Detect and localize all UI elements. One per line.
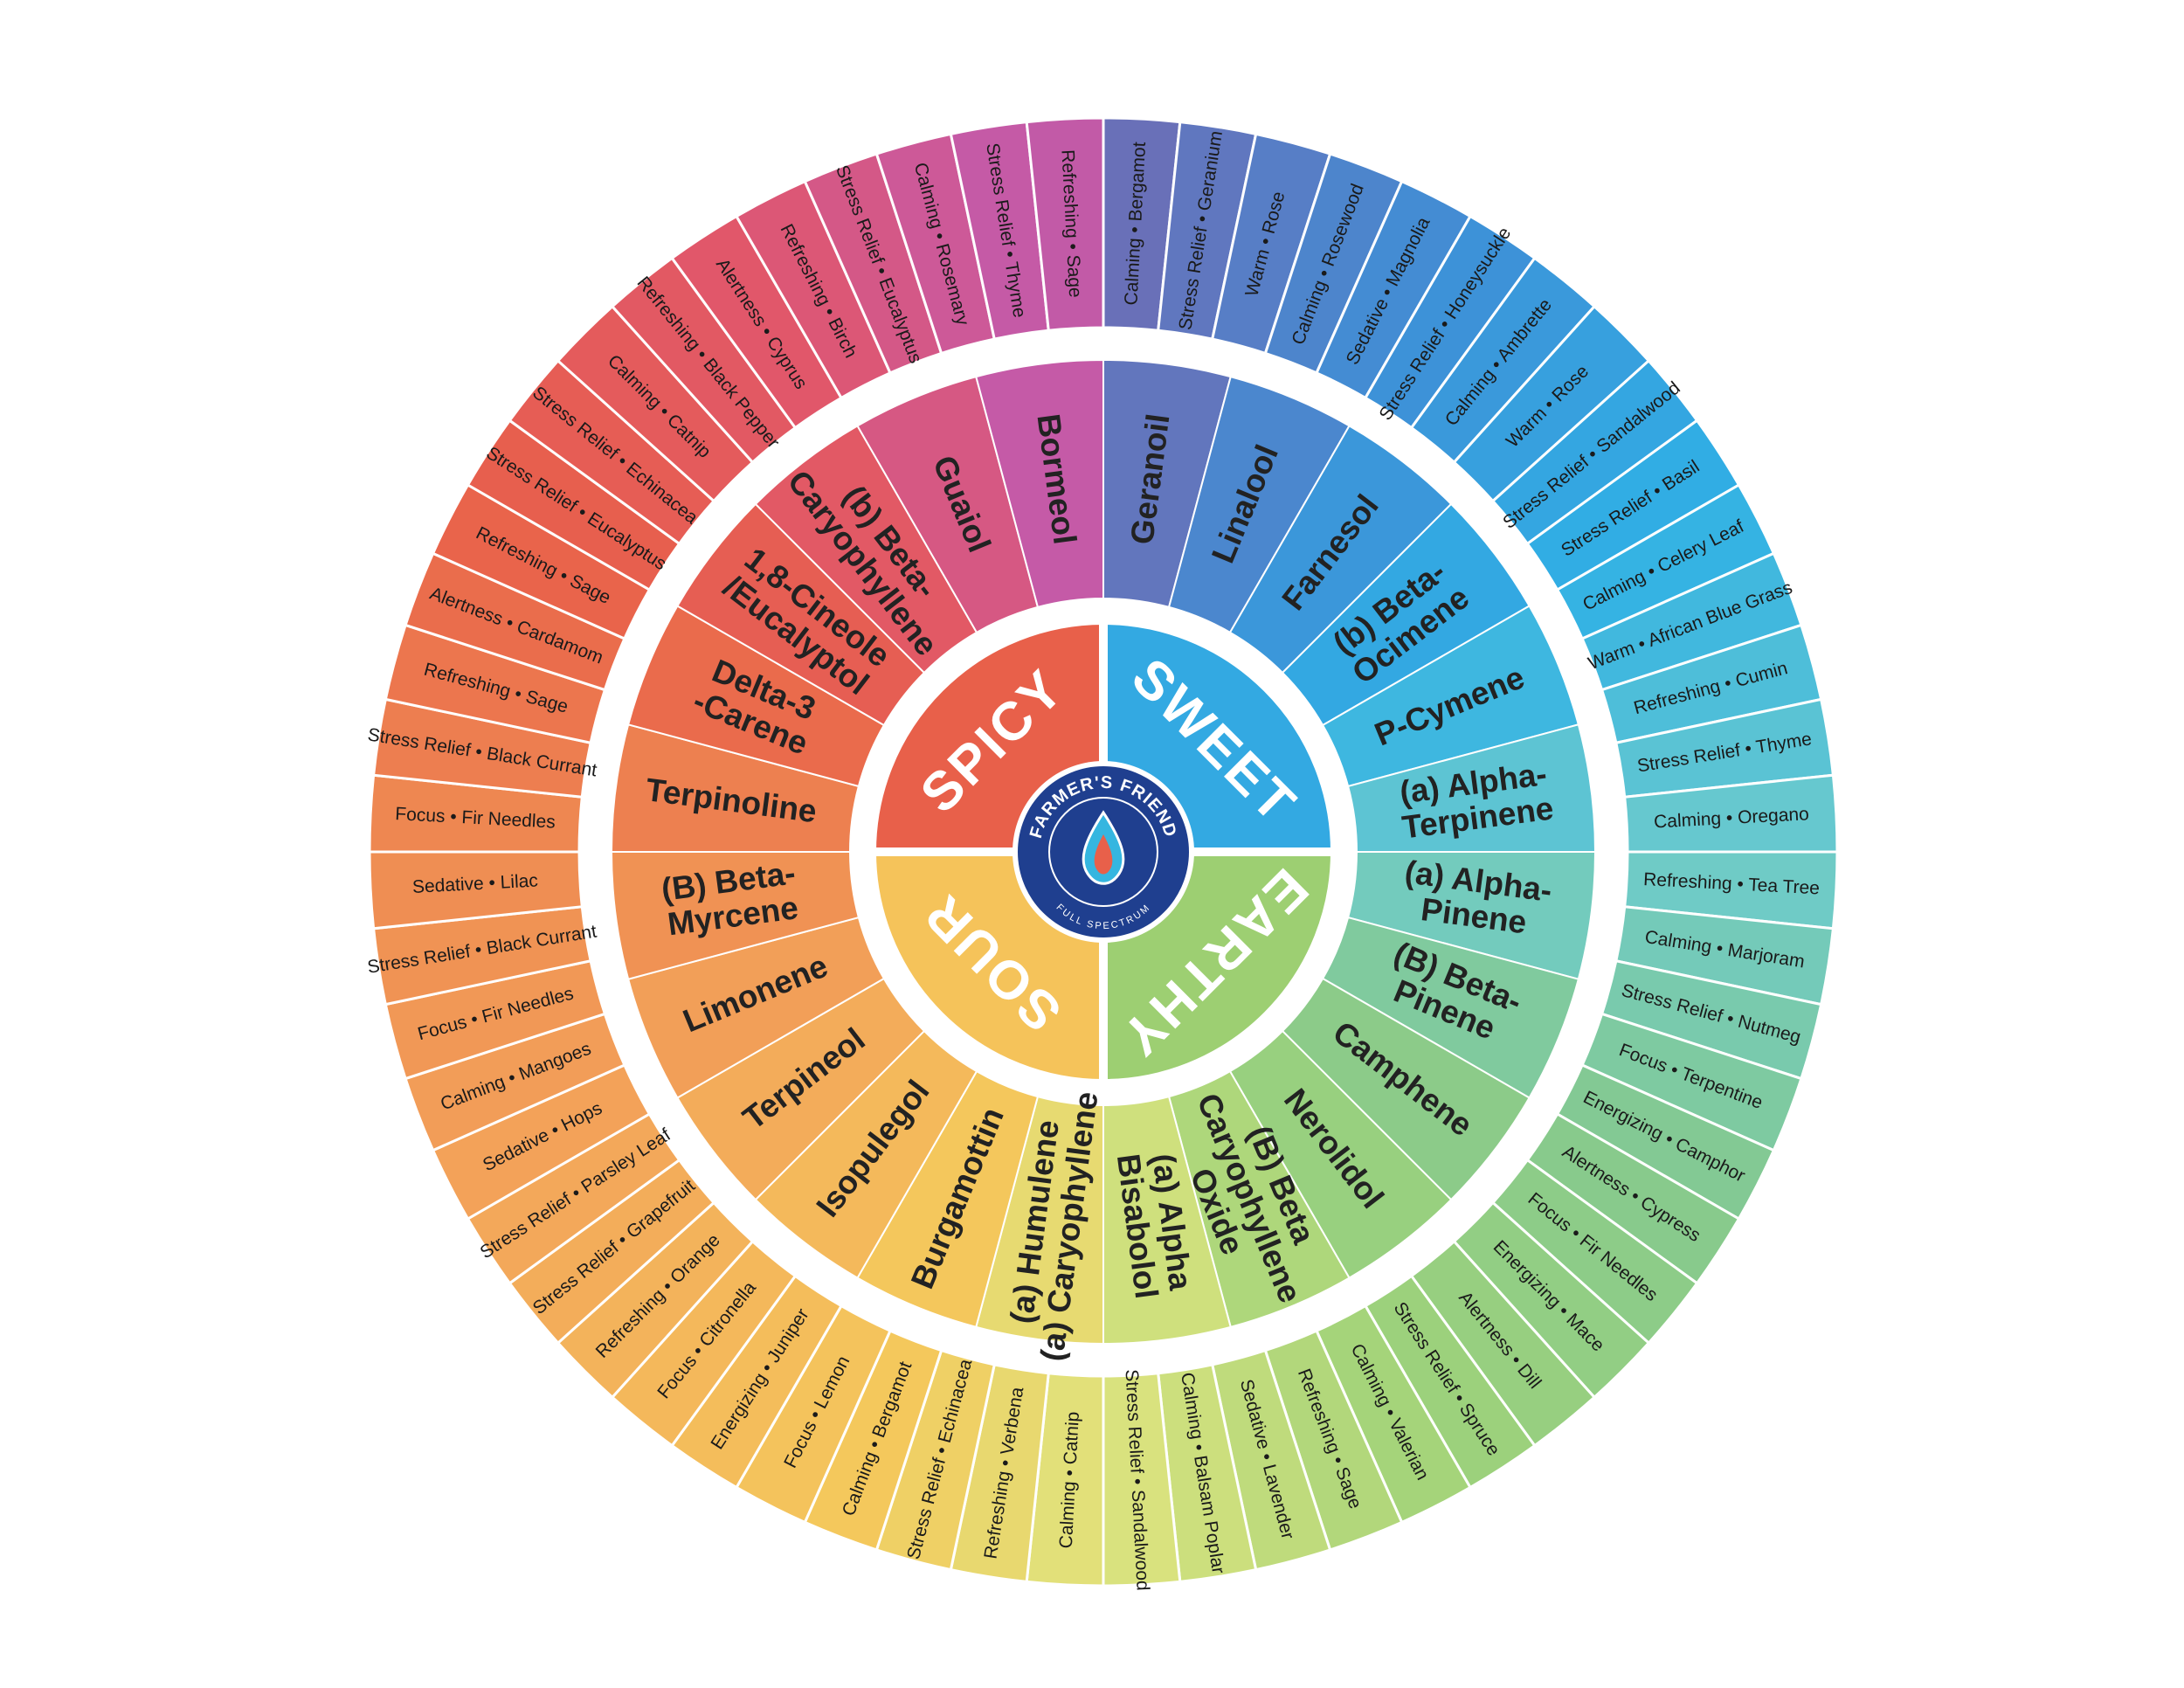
logo-drop-inner bbox=[1094, 834, 1113, 875]
rings: Calming • Bergamot Stress Relief • Gerani… bbox=[366, 116, 1839, 1591]
logo: FARMER'S FRIEND FULL SPECTRUM bbox=[1013, 761, 1194, 943]
logo-inner-ring bbox=[1048, 797, 1158, 907]
terpene-segment bbox=[975, 358, 1104, 609]
effect-segment bbox=[1025, 116, 1105, 332]
